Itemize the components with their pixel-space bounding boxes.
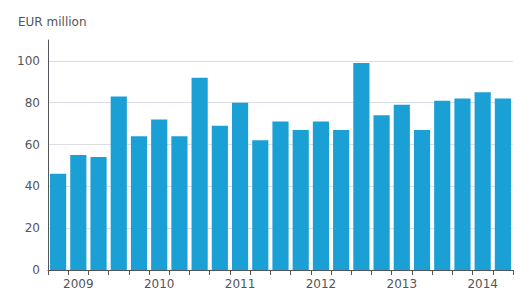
- svg-text:60: 60: [25, 138, 40, 152]
- svg-text:2011: 2011: [225, 277, 256, 291]
- svg-text:2010: 2010: [144, 277, 175, 291]
- svg-text:100: 100: [17, 54, 40, 68]
- svg-text:2013: 2013: [387, 277, 418, 291]
- svg-text:80: 80: [25, 96, 40, 110]
- svg-text:EUR million: EUR million: [18, 15, 87, 29]
- svg-text:2009: 2009: [63, 277, 94, 291]
- svg-text:0: 0: [32, 263, 40, 277]
- svg-text:2012: 2012: [306, 277, 337, 291]
- svg-text:40: 40: [25, 179, 40, 193]
- svg-text:2014: 2014: [467, 277, 498, 291]
- svg-text:20: 20: [25, 221, 40, 235]
